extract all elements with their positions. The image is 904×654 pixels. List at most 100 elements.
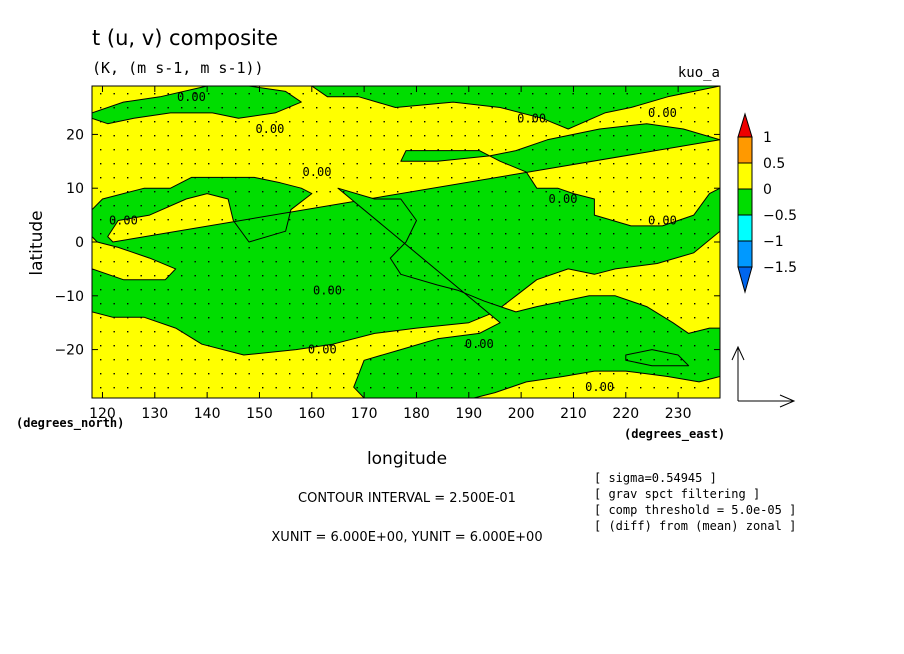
vector-arrow-610 — [464, 317, 466, 319]
vector-arrow-951 — [680, 163, 682, 165]
vector-arrow-160 — [194, 177, 196, 179]
vector-arrow-744 — [545, 345, 547, 347]
vector-arrow-902 — [653, 93, 655, 95]
vector-arrow-532 — [424, 149, 426, 151]
vector-arrow-500 — [397, 317, 399, 319]
vector-arrow-799 — [586, 191, 588, 193]
vector-arrow-992 — [707, 121, 709, 123]
note-sigma: [ sigma=0.54945 ] — [594, 471, 717, 485]
vector-arrow-185 — [208, 219, 210, 221]
vector-arrow-819 — [599, 163, 601, 165]
vector-arrow-670 — [505, 233, 507, 235]
vector-arrow-31 — [113, 219, 115, 221]
vector-arrow-1001 — [707, 247, 709, 249]
vector-arrow-886 — [640, 177, 642, 179]
vector-arrow-810 — [586, 345, 588, 347]
vector-arrow-298 — [275, 261, 277, 263]
vector-arrow-138 — [181, 177, 183, 179]
vector-arrow-478 — [383, 317, 385, 319]
vector-arrow-33 — [113, 247, 115, 249]
vector-arrow-502 — [397, 345, 399, 347]
vector-arrow-69 — [140, 135, 142, 137]
vector-arrow-293 — [275, 191, 277, 193]
vector-arrow-549 — [424, 387, 426, 389]
vector-arrow-209 — [221, 247, 223, 249]
vector-arrow-243 — [248, 107, 250, 109]
vector-arrow-113 — [167, 135, 169, 137]
vector-arrow-49 — [127, 163, 129, 165]
vector-arrow-822 — [599, 205, 601, 207]
vector-arrow-94 — [154, 177, 156, 179]
vector-arrow-16 — [100, 317, 102, 319]
vector-arrow-455 — [370, 303, 372, 305]
vector-arrow-103 — [154, 303, 156, 305]
vector-arrow-869 — [626, 247, 628, 249]
vector-arrow-743 — [545, 331, 547, 333]
vector-arrow-430 — [356, 261, 358, 263]
vector-arrow-100 — [154, 261, 156, 263]
vector-arrow-989 — [694, 387, 696, 389]
vector-arrow-177 — [208, 107, 210, 109]
vector-arrow-834 — [599, 373, 601, 375]
vector-arrow-169 — [194, 303, 196, 305]
vector-arrow-938 — [667, 289, 669, 291]
vector-arrow-841 — [613, 163, 615, 165]
vector-arrow-627 — [478, 247, 480, 249]
vector-arrow-942 — [667, 345, 669, 347]
vector-arrow-986 — [694, 345, 696, 347]
vector-arrow-458 — [370, 345, 372, 347]
vector-arrow-435 — [356, 331, 358, 333]
vector-arrow-343 — [302, 275, 304, 277]
vector-arrow-691 — [518, 219, 520, 221]
vector-arrow-759 — [559, 247, 561, 249]
vector-arrow-155 — [194, 107, 196, 109]
vector-arrow-295 — [275, 219, 277, 221]
vector-arrow-669 — [505, 219, 507, 221]
vector-arrow-192 — [208, 317, 210, 319]
vector-arrow-114 — [167, 149, 169, 151]
vector-arrow-7 — [100, 191, 102, 193]
vector-arrow-798 — [586, 177, 588, 179]
vector-arrow-659 — [491, 387, 493, 389]
vector-arrow-222 — [235, 121, 237, 123]
vector-arrow-1003 — [707, 275, 709, 277]
vector-arrow-423 — [356, 163, 358, 165]
vector-arrow-335 — [302, 163, 304, 165]
vector-arrow-737 — [545, 247, 547, 249]
vector-arrow-492 — [397, 205, 399, 207]
y-axis: 20 10 0 −10 −20 — [54, 127, 720, 359]
vector-arrow-119 — [167, 219, 169, 221]
vector-arrow-717 — [532, 275, 534, 277]
vector-arrow-727 — [545, 107, 547, 109]
vector-arrow-98 — [154, 233, 156, 235]
vector-arrow-449 — [370, 219, 372, 221]
vector-arrow-267 — [262, 135, 264, 137]
vector-arrow-895 — [640, 303, 642, 305]
vector-arrow-324 — [289, 317, 291, 319]
vector-arrow-140 — [181, 205, 183, 207]
vector-arrow-385 — [329, 247, 331, 249]
vector-arrow-940 — [667, 317, 669, 319]
vector-arrow-429 — [356, 247, 358, 249]
vector-arrow-253 — [248, 247, 250, 249]
contour-interval-text: CONTOUR INTERVAL = 2.500E-01 — [298, 491, 516, 506]
vector-arrow-494 — [397, 233, 399, 235]
vector-arrow-939 — [667, 303, 669, 305]
vector-arrow-468 — [383, 177, 385, 179]
vector-arrow-360 — [316, 205, 318, 207]
vector-arrow-543 — [424, 303, 426, 305]
vector-arrow-604 — [464, 233, 466, 235]
vector-arrow-582 — [451, 233, 453, 235]
vector-arrow-709 — [532, 163, 534, 165]
vector-arrow-747 — [545, 387, 547, 389]
vector-arrow-330 — [302, 93, 304, 95]
vector-arrow-618 — [478, 121, 480, 123]
vector-arrow-776 — [572, 177, 574, 179]
vector-arrow-484 — [397, 93, 399, 95]
vector-arrow-83 — [140, 331, 142, 333]
x-tick-label-190: 190 — [455, 406, 482, 422]
vector-arrow-845 — [613, 219, 615, 221]
vector-arrow-1008 — [707, 345, 709, 347]
vector-arrow-229 — [235, 219, 237, 221]
